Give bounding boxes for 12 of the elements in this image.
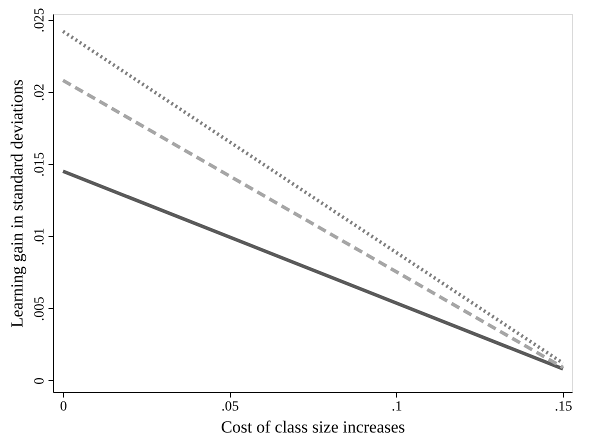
y-axis-title: Learning gain in standard deviations (8, 79, 26, 328)
x-tick-label: .05 (221, 400, 239, 414)
y-tick-label: .02 (32, 84, 48, 102)
x-axis-title: Cost of class size increases (220, 418, 406, 436)
x-tick-label: 0 (60, 400, 67, 414)
x-tick-label: .1 (392, 400, 402, 414)
y-tick-label: .005 (32, 296, 48, 322)
y-tick-label: 0 (32, 377, 48, 384)
y-tick-label: .025 (32, 8, 48, 33)
x-tick-label: .15 (554, 400, 572, 414)
y-tick-label: .01 (32, 228, 48, 246)
y-tick-label: .015 (32, 152, 48, 177)
